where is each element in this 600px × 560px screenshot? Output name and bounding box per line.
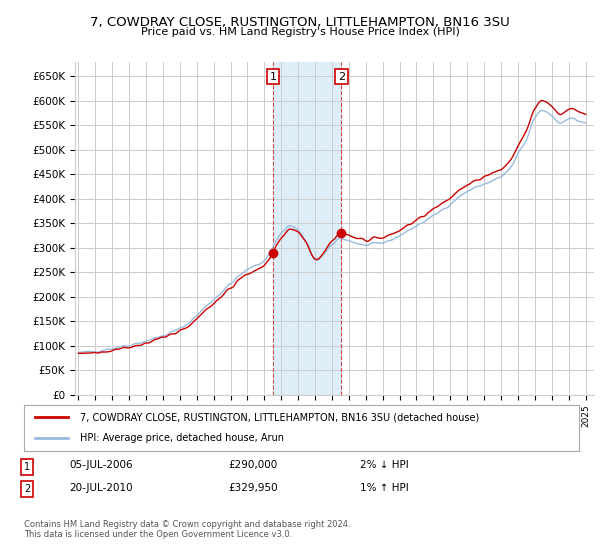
Text: 7, COWDRAY CLOSE, RUSTINGTON, LITTLEHAMPTON, BN16 3SU (detached house): 7, COWDRAY CLOSE, RUSTINGTON, LITTLEHAMP…: [79, 412, 479, 422]
Text: 05-JUL-2006: 05-JUL-2006: [69, 460, 133, 470]
Text: HPI: Average price, detached house, Arun: HPI: Average price, detached house, Arun: [79, 433, 284, 444]
Text: 7, COWDRAY CLOSE, RUSTINGTON, LITTLEHAMPTON, BN16 3SU: 7, COWDRAY CLOSE, RUSTINGTON, LITTLEHAMP…: [90, 16, 510, 29]
Text: 1% ↑ HPI: 1% ↑ HPI: [360, 483, 409, 493]
Text: 1: 1: [269, 72, 277, 82]
Text: £329,950: £329,950: [228, 483, 278, 493]
Bar: [273, 62, 341, 395]
Text: Price paid vs. HM Land Registry's House Price Index (HPI): Price paid vs. HM Land Registry's House …: [140, 27, 460, 37]
Text: Contains HM Land Registry data © Crown copyright and database right 2024.
This d: Contains HM Land Registry data © Crown c…: [24, 520, 350, 539]
Text: 20-JUL-2010: 20-JUL-2010: [69, 483, 133, 493]
Text: 1: 1: [24, 462, 30, 472]
Text: 2: 2: [24, 484, 30, 494]
Text: 2% ↓ HPI: 2% ↓ HPI: [360, 460, 409, 470]
Text: £290,000: £290,000: [228, 460, 277, 470]
Text: 2: 2: [338, 72, 345, 82]
